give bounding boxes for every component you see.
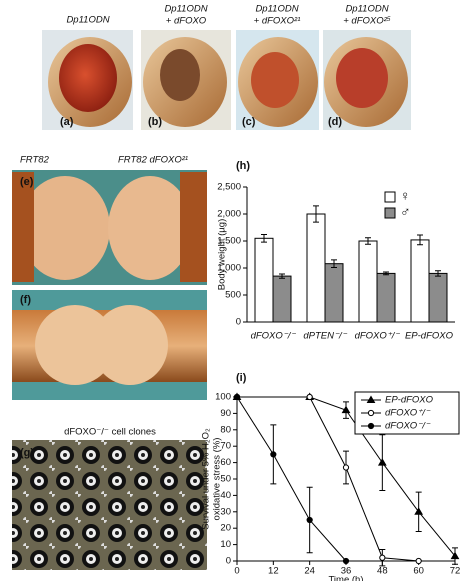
x-axis-label: Time (h) bbox=[328, 575, 363, 581]
y-tick-label: 1,500 bbox=[217, 236, 241, 247]
photo-caption: FRT82 dFOXO²¹ bbox=[118, 155, 188, 166]
y-tick-label: 90 bbox=[220, 408, 231, 419]
bar bbox=[376, 272, 396, 323]
legend-swatch bbox=[384, 207, 396, 219]
error-bar bbox=[417, 234, 423, 246]
photo-caption: dFOXO⁻/⁻ cell clones bbox=[64, 427, 156, 438]
panel-label: (g) bbox=[20, 447, 34, 459]
photo-caption: FRT82 bbox=[20, 155, 50, 166]
marker bbox=[270, 451, 277, 458]
x-tick-label: dFOXO⁻/⁻ bbox=[251, 331, 297, 342]
photo-a bbox=[42, 30, 133, 130]
bar bbox=[324, 263, 344, 323]
panel-title: Dp11ODN bbox=[345, 4, 388, 15]
marker bbox=[306, 393, 313, 401]
y-tick-label: 50 bbox=[220, 474, 231, 485]
legend-label: dFOXO⁻/⁻ bbox=[385, 421, 431, 432]
panel-label: (f) bbox=[20, 294, 31, 306]
panel-label: (d) bbox=[328, 116, 342, 128]
bar bbox=[410, 239, 430, 323]
y-tick-label: 70 bbox=[220, 441, 231, 452]
legend-marker bbox=[367, 422, 375, 430]
error-bar bbox=[279, 273, 285, 279]
marker bbox=[342, 557, 350, 565]
error-bar bbox=[365, 237, 371, 245]
y-axis-label: Body weight (µg) bbox=[217, 219, 228, 290]
panel-label: (i) bbox=[236, 372, 247, 384]
error-bar bbox=[331, 259, 337, 268]
panel-title: Dp11ODN bbox=[164, 4, 207, 15]
marker bbox=[377, 458, 387, 466]
bar bbox=[254, 237, 274, 323]
y-tick-label: 2,500 bbox=[217, 182, 241, 193]
panel-label: (b) bbox=[148, 116, 162, 128]
legend-label: ♂ bbox=[400, 204, 411, 220]
photo-g bbox=[12, 440, 207, 570]
marker bbox=[342, 464, 350, 471]
x-tick-label: 72 bbox=[450, 566, 461, 577]
photo-c bbox=[236, 30, 319, 130]
x-tick-label: 60 bbox=[413, 566, 424, 577]
legend-label: EP-dFOXO bbox=[385, 395, 434, 406]
panel-title: + dFOXO bbox=[166, 16, 207, 27]
y-tick-label: 0 bbox=[226, 556, 231, 567]
photo-f bbox=[12, 290, 207, 400]
y-tick-label: 100 bbox=[215, 392, 231, 403]
photo-d bbox=[323, 30, 411, 130]
panel-title: Dp11ODN bbox=[66, 15, 109, 26]
marker bbox=[450, 551, 460, 560]
marker bbox=[414, 507, 424, 515]
legend-label: ♀ bbox=[400, 188, 411, 204]
panel-label: (h) bbox=[236, 160, 250, 172]
x-tick-label: 24 bbox=[304, 566, 315, 577]
y-tick-label: 40 bbox=[220, 490, 231, 501]
photo-b bbox=[141, 30, 231, 130]
legend-marker bbox=[366, 395, 376, 403]
x-tick-label: 0 bbox=[234, 566, 239, 577]
marker bbox=[233, 393, 241, 401]
y-tick-label: 30 bbox=[220, 506, 231, 517]
x-tick-label: EP-dFOXO bbox=[405, 331, 454, 342]
error-bar bbox=[261, 234, 267, 243]
marker bbox=[379, 554, 386, 561]
x-tick-label: 12 bbox=[268, 566, 279, 577]
line bbox=[236, 396, 347, 562]
y-axis-label: Survival under 5% H₂O₂ bbox=[201, 428, 212, 530]
y-tick-label: 1,000 bbox=[217, 263, 241, 274]
marker bbox=[341, 405, 351, 414]
marker bbox=[415, 557, 422, 565]
panel-label: (a) bbox=[60, 116, 74, 128]
y-tick-label: 60 bbox=[220, 457, 231, 468]
panel-label: (e) bbox=[20, 176, 34, 188]
photo-e bbox=[12, 170, 207, 285]
panel-title: + dFOXO²⁵ bbox=[343, 16, 391, 27]
y-axis-label: oxidative stress (%) bbox=[212, 438, 223, 521]
marker bbox=[306, 516, 313, 524]
error-bar bbox=[383, 271, 389, 276]
bar bbox=[306, 213, 326, 323]
legend-label: dFOXO⁺/⁻ bbox=[385, 408, 431, 419]
y-tick-label: 10 bbox=[220, 539, 231, 550]
error-bar bbox=[435, 270, 441, 277]
x-tick-label: dFOXO⁺/⁻ bbox=[355, 331, 401, 342]
x-tick-label: dPTEN⁻/⁻ bbox=[303, 331, 347, 342]
bar bbox=[358, 240, 378, 323]
panel-label: (c) bbox=[242, 116, 256, 128]
error-bar bbox=[313, 205, 319, 223]
bar bbox=[272, 275, 292, 323]
legend-swatch bbox=[384, 191, 396, 203]
y-tick-label: 80 bbox=[220, 424, 231, 435]
bar bbox=[428, 272, 448, 323]
y-tick-label: 500 bbox=[225, 290, 241, 301]
y-tick-label: 20 bbox=[220, 523, 231, 534]
y-tick-label: 2,000 bbox=[217, 209, 241, 220]
x-tick-label: 36 bbox=[341, 566, 352, 577]
y-tick-label: 0 bbox=[236, 317, 241, 328]
legend-marker bbox=[367, 409, 375, 417]
panel-title: Dp11ODN bbox=[255, 4, 298, 15]
x-tick-label: 48 bbox=[377, 566, 388, 577]
panel-title: + dFOXO²¹ bbox=[254, 16, 301, 27]
